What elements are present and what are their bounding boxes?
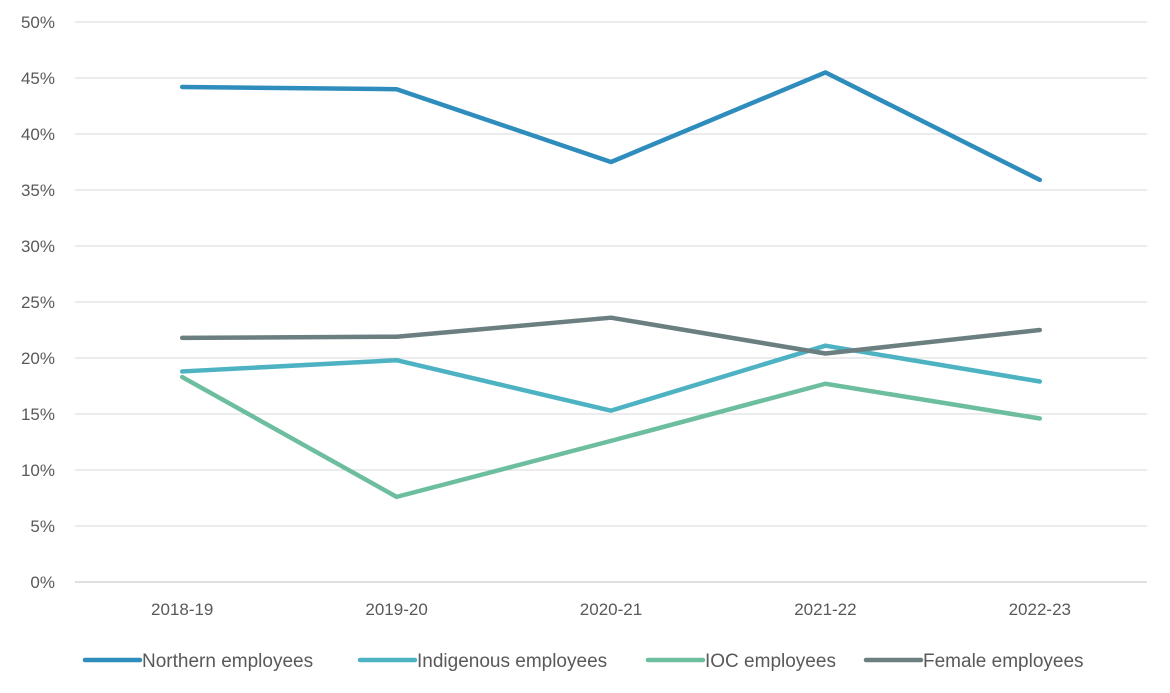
series-line-female-employees (182, 318, 1040, 354)
series-line-northern-employees (182, 72, 1040, 180)
legend: Northern employees Indigenous employees IO… (85, 651, 1084, 672)
series-lines (182, 72, 1040, 497)
x-tick-label: 2019-20 (365, 600, 427, 619)
y-axis: 0% 5% 10% 15% 20% 25% 30% 35% 40% 45% 50% (21, 13, 55, 592)
legend-label: IOC employees (705, 651, 836, 672)
x-tick-label: 2021-22 (794, 600, 856, 619)
x-tick-label: 2018-19 (151, 600, 213, 619)
y-tick-label: 25% (21, 293, 55, 312)
y-tick-label: 50% (21, 13, 55, 32)
x-tick-label: 2022-23 (1009, 600, 1071, 619)
legend-label: Indigenous employees (417, 651, 607, 672)
y-tick-label: 20% (21, 349, 55, 368)
series-line-ioc-employees (182, 377, 1040, 497)
x-tick-label: 2020-21 (580, 600, 642, 619)
legend-item: Northern employees (85, 651, 313, 672)
y-tick-label: 40% (21, 125, 55, 144)
gridlines (75, 22, 1147, 582)
y-tick-label: 10% (21, 461, 55, 480)
legend-item: IOC employees (648, 651, 836, 672)
legend-label: Northern employees (142, 651, 313, 672)
x-axis: 2018-19 2019-20 2020-21 2021-22 2022-23 (151, 600, 1071, 619)
y-tick-label: 5% (30, 517, 55, 536)
y-tick-label: 35% (21, 181, 55, 200)
y-tick-label: 15% (21, 405, 55, 424)
legend-label: Female employees (923, 651, 1084, 672)
y-tick-label: 45% (21, 69, 55, 88)
legend-item: Indigenous employees (360, 651, 607, 672)
y-tick-label: 0% (30, 573, 55, 592)
legend-item: Female employees (866, 651, 1084, 672)
series-line-indigenous-employees (182, 346, 1040, 411)
y-tick-label: 30% (21, 237, 55, 256)
